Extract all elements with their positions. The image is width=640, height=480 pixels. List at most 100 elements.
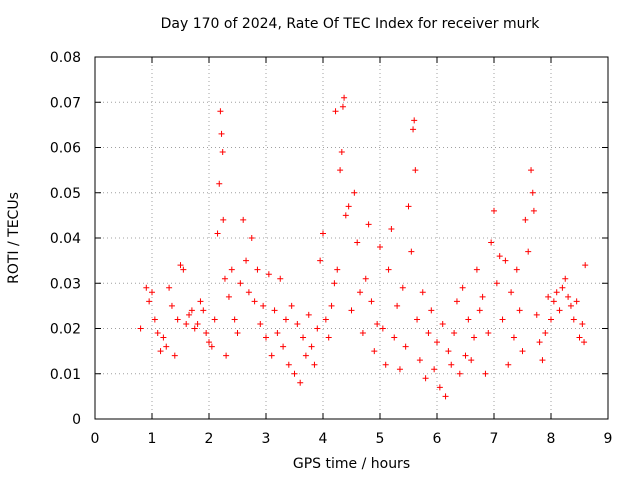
data-point [228,266,235,273]
data-point [342,212,349,219]
x-tick-label: 0 [91,431,100,447]
y-tick-label: 0.05 [50,186,81,202]
data-point [268,352,275,359]
data-point [338,149,345,156]
data-point [260,302,267,309]
data-point [462,352,469,359]
y-tick-label: 0.03 [50,276,81,292]
data-point [297,379,304,386]
data-point [516,307,523,314]
data-point [579,320,586,327]
data-point [567,302,574,309]
x-axis-label: GPS time / hours [292,456,411,472]
data-point [411,117,418,124]
data-point [391,334,398,341]
data-point [468,357,475,364]
data-point [442,393,449,400]
data-point [265,271,272,278]
data-point [280,343,287,350]
data-point [405,203,412,210]
x-tick-label: 3 [262,431,271,447]
chart-title: Day 170 of 2024, Rate Of TEC Index for r… [160,16,540,32]
data-point [154,330,161,337]
x-tick-label: 7 [490,431,499,447]
y-axis-label: ROTI / TECUs [6,192,22,284]
data-point [582,262,589,269]
data-point [476,307,483,314]
data-point [533,311,540,318]
data-point [422,375,429,382]
data-point [434,339,440,346]
data-point [337,167,344,174]
data-point [294,320,301,327]
data-point [485,330,492,337]
data-point [186,311,193,318]
data-point [274,330,281,337]
data-point [465,316,472,323]
data-point [183,320,190,327]
data-point [311,361,318,368]
data-point [146,298,153,305]
data-point [225,293,232,300]
data-point [221,275,228,282]
data-point [218,130,225,137]
data-point [377,244,383,251]
data-point [231,316,238,323]
x-tick-label: 4 [319,431,328,447]
data-point [271,307,278,314]
y-tick-label: 0 [72,412,81,428]
data-point [357,289,364,296]
data-point [206,339,212,346]
y-axis: 0 0.01 0.02 0.03 0.04 0.05 0.06 0.07 0.08 [50,50,608,428]
x-tick-label: 8 [547,431,556,447]
data-point [354,239,361,246]
data-point [325,334,332,341]
data-point [237,280,244,287]
data-point [151,316,158,323]
data-point [341,94,348,101]
x-tick-label: 1 [148,431,157,447]
data-point [419,289,426,296]
data-point [505,361,512,368]
data-point [545,293,552,300]
data-point [160,334,167,341]
data-point [345,203,352,210]
x-tick-label: 2 [205,431,214,447]
data-point [180,266,187,273]
data-point [536,339,543,346]
data-point [257,320,264,327]
data-point [525,248,532,255]
data-point [143,284,150,291]
data-point [491,207,497,214]
data-point [528,167,535,174]
data-point [285,361,292,368]
data-point [368,298,375,305]
data-point [439,320,446,327]
data-point [300,334,307,341]
data-point [570,316,577,323]
data-point [453,298,460,305]
x-tick-label: 6 [433,431,442,447]
data-point [320,230,326,237]
data-point [581,339,588,346]
data-point [168,302,175,309]
data-point [402,343,409,350]
data-point [388,225,395,232]
data-point [248,235,255,241]
data-point [530,207,537,214]
y-tick-label: 0.06 [50,141,81,157]
data-point [482,370,489,377]
data-point [451,330,458,337]
data-point [436,384,443,391]
y-tick-label: 0.04 [50,231,81,247]
data-point [166,284,173,291]
data-point [519,348,526,355]
data-point [374,320,381,327]
data-point [263,334,269,341]
data-point [351,189,358,196]
data-point [510,334,517,341]
data-point [211,316,218,323]
data-point [203,330,210,337]
data-point [214,230,221,237]
data-point [456,370,463,377]
